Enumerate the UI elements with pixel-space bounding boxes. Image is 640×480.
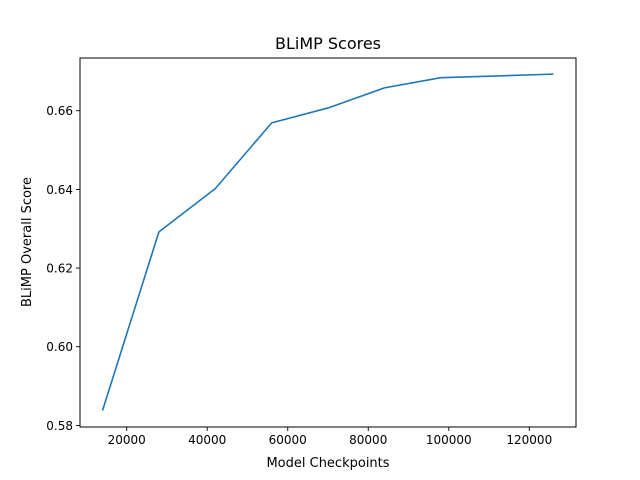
x-tick-label: 40000 <box>188 433 226 447</box>
y-tick-label: 0.66 <box>46 104 73 118</box>
y-axis: 0.58 0.60 0.62 0.64 0.66 <box>46 104 80 433</box>
y-tick-label: 0.64 <box>46 183 73 197</box>
plot-area <box>101 73 554 411</box>
y-tick-label: 0.58 <box>46 419 73 433</box>
series-line-0 <box>101 73 554 411</box>
x-axis-label: Model Checkpoints <box>266 456 389 471</box>
y-tick-label: 0.62 <box>46 262 73 276</box>
x-tick-label: 100000 <box>426 433 472 447</box>
y-tick-label: 0.60 <box>46 340 73 354</box>
y-axis-label: BLiMP Overall Score <box>20 177 35 307</box>
chart-title: BLiMP Scores <box>275 34 381 53</box>
x-tick-label: 60000 <box>269 433 307 447</box>
plot-frame <box>79 57 577 428</box>
x-axis: 20000 40000 60000 80000 100000 120000 <box>108 427 552 447</box>
x-tick-label: 80000 <box>349 433 387 447</box>
x-tick-label: 120000 <box>506 433 552 447</box>
x-tick-label: 20000 <box>108 433 146 447</box>
